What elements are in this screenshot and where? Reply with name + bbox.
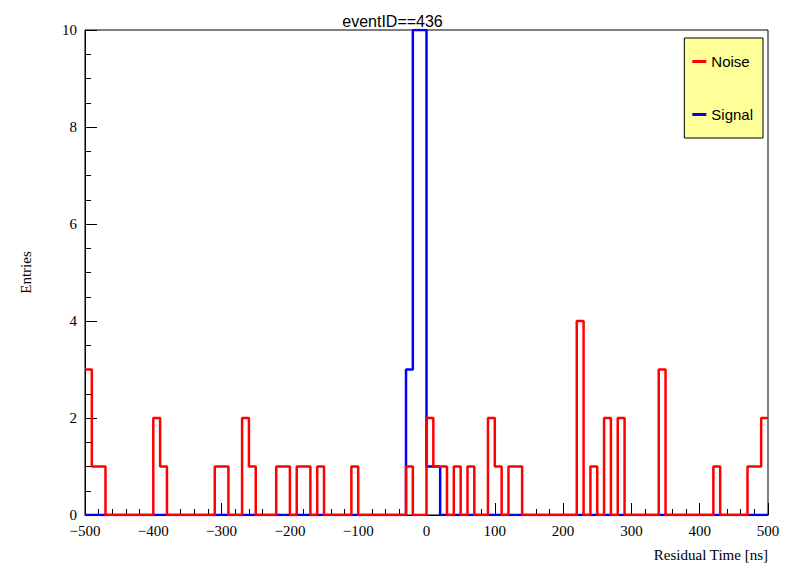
svg-text:2: 2 [70, 410, 78, 426]
svg-text:500: 500 [757, 523, 780, 539]
svg-text:4: 4 [70, 313, 78, 329]
svg-text:Residual Time [ns]: Residual Time [ns] [654, 547, 768, 563]
svg-text:−100: −100 [343, 523, 374, 539]
svg-text:200: 200 [552, 523, 575, 539]
svg-text:100: 100 [484, 523, 507, 539]
svg-text:eventID==436: eventID==436 [342, 13, 443, 30]
svg-text:10: 10 [62, 22, 77, 38]
svg-text:Entries: Entries [18, 251, 34, 294]
svg-text:−500: −500 [70, 523, 101, 539]
svg-text:−200: −200 [274, 523, 305, 539]
svg-text:0: 0 [70, 507, 78, 523]
svg-text:Noise: Noise [711, 53, 749, 70]
svg-text:−400: −400 [138, 523, 169, 539]
svg-text:400: 400 [688, 523, 711, 539]
svg-text:300: 300 [620, 523, 643, 539]
svg-text:0: 0 [423, 523, 431, 539]
svg-text:−300: −300 [206, 523, 237, 539]
svg-text:6: 6 [70, 216, 78, 232]
svg-text:8: 8 [70, 119, 78, 135]
svg-text:Signal: Signal [711, 106, 753, 123]
